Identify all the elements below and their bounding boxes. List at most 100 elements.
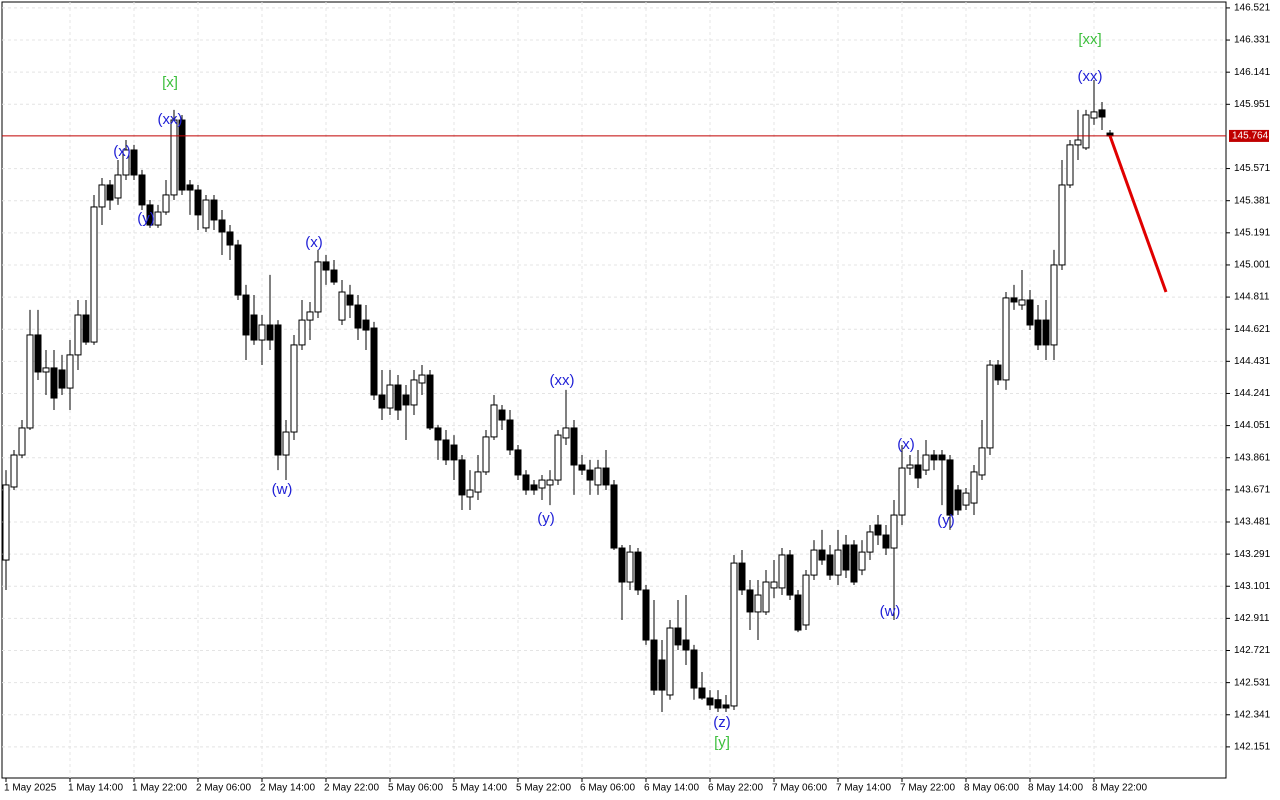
wave-label: (xx) [158,111,183,128]
y-tick-label: 144.621 [1234,324,1271,335]
candle-body [746,589,754,613]
x-tick-label: 1 May 2025 [4,783,57,794]
candle-body [354,304,362,329]
candle-body [242,294,250,336]
candle-body [610,484,618,549]
candle-body [994,364,1002,381]
candle-body [42,367,50,373]
wave-label: (x) [113,143,131,160]
candle-body [482,436,490,473]
candle-body [954,489,962,511]
candle-body [170,119,178,196]
y-tick-label: 145.191 [1234,227,1271,238]
candle-body [274,324,282,456]
wave-label: (x) [305,234,323,251]
candle-body [122,149,130,176]
candle-body [34,334,42,373]
candle-body [370,327,378,396]
candle-body [330,269,338,283]
candle-body [794,594,802,631]
candle-body [1090,111,1098,119]
y-tick-label: 144.431 [1234,356,1271,367]
candle-body [530,484,538,491]
candle-body [250,314,258,341]
candle-body [426,374,434,429]
wave-label: (w) [880,603,901,620]
candle-body [914,464,922,479]
candle-body [130,149,138,176]
candle-body [338,291,346,321]
candle-body [346,294,354,306]
candle-body [202,199,210,229]
candle-body [506,419,514,451]
candle-body [50,367,58,399]
candle-body [674,627,682,646]
x-tick-label: 2 May 06:00 [196,783,251,794]
candle-body [306,311,314,321]
candle-body [618,547,626,583]
candle-body [314,261,322,313]
wave-label: [xx] [1078,31,1101,48]
candle-body [658,659,666,691]
candle-body [226,231,234,246]
x-tick-label: 6 May 22:00 [708,783,763,794]
x-tick-label: 8 May 14:00 [1028,783,1083,794]
candle-body [1034,319,1042,346]
x-tick-label: 2 May 14:00 [260,783,315,794]
y-tick-label: 142.911 [1234,613,1270,624]
candle-body [410,379,418,406]
candle-body [874,524,882,536]
candle-body [970,471,978,504]
candle-body [1050,264,1058,346]
candle-body [1066,144,1074,186]
candle-body [474,471,482,493]
x-tick-label: 6 May 06:00 [580,783,635,794]
candle-body [178,119,186,191]
candle-body [1058,184,1066,266]
wave-label: [y] [714,734,730,751]
candle-body [402,394,410,406]
candle-body [154,211,162,226]
candle-body [778,554,786,589]
x-tick-label: 8 May 22:00 [1092,783,1147,794]
candle-body [1002,297,1010,381]
candle-body [938,454,946,461]
x-tick-label: 7 May 14:00 [836,783,891,794]
candle-body [546,479,554,486]
candle-body [698,687,706,699]
wave-label: (z) [713,714,731,731]
candle-body [706,697,714,706]
current-price-label: 145.764 [1232,131,1269,142]
candle-body [450,444,458,461]
candle-body [578,464,586,471]
candle-body [74,314,82,356]
candle-body [386,384,394,409]
candle-body [1026,299,1034,326]
y-tick-label: 142.531 [1234,677,1271,688]
candle-body [690,649,698,689]
y-tick-label: 145.001 [1234,260,1271,271]
candle-body [810,549,818,576]
x-tick-label: 1 May 14:00 [68,783,123,794]
wave-label: (y) [937,512,955,529]
x-tick-label: 2 May 22:00 [324,783,379,794]
y-tick-label: 145.571 [1234,163,1271,174]
candle-body [162,194,170,213]
candle-body [1082,114,1090,149]
candle-body [586,469,594,481]
candle-body [290,344,298,433]
candle-body [762,581,770,613]
candle-body [418,374,426,384]
candle-body [850,544,858,583]
y-tick-label: 146.521 [1234,3,1271,14]
candle-body [602,467,610,486]
candle-body [666,627,674,696]
candle-body [2,484,10,561]
wave-label: (y) [137,210,155,227]
y-tick-label: 143.481 [1234,517,1271,528]
candle-body [522,474,530,491]
y-tick-label: 146.141 [1234,67,1271,78]
candle-body [82,314,90,343]
candle-body [362,319,370,331]
candle-body [10,454,18,488]
